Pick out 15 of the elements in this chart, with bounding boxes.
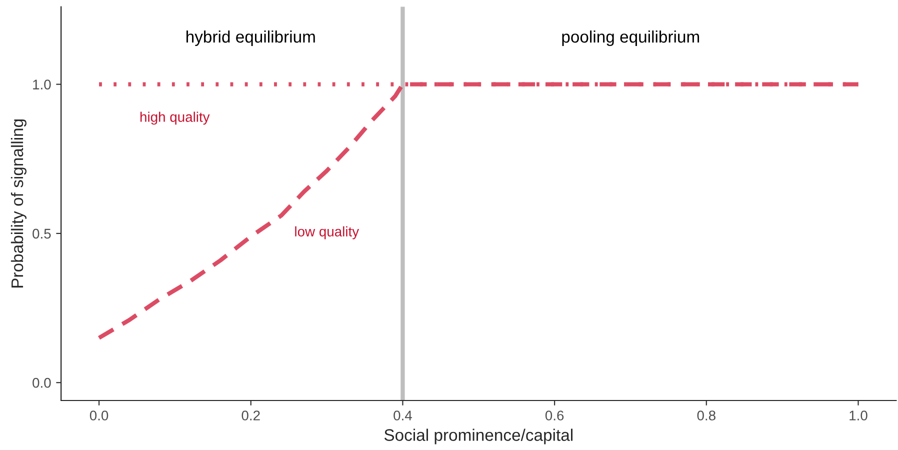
x-tick-label: 0.2 (242, 410, 260, 420)
x-tick-label: 0.6 (545, 410, 564, 420)
annotation: pooling equilibrium (562, 30, 700, 46)
y-tick-label: 0.5 (32, 228, 51, 239)
x-tick-label: 0.8 (697, 410, 716, 420)
series-label: high quality (140, 112, 210, 125)
annotation: hybrid equilibrium (186, 30, 315, 46)
x-tick-label: 0.4 (394, 410, 412, 420)
series-label: low quality (295, 226, 360, 240)
x-tick-label: 0.0 (90, 410, 108, 420)
x-tick-label: 1.0 (850, 410, 868, 420)
y-axis-title: Probability of signalling (10, 119, 26, 288)
y-tick-label: 0.0 (32, 378, 51, 388)
x-axis-title: Social prominence/capital (384, 428, 572, 444)
y-tick-label: 1.0 (33, 80, 51, 90)
